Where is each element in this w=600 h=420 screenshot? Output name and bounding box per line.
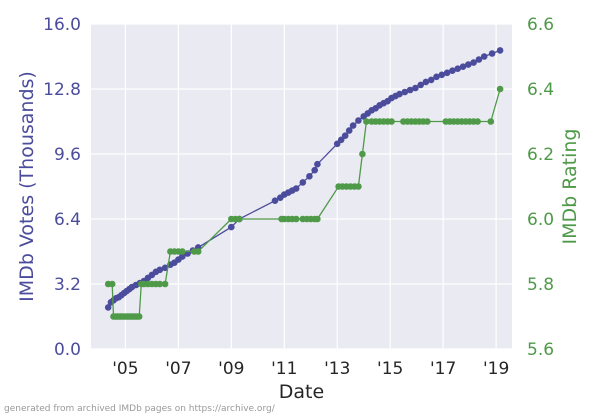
votes-data-point — [228, 223, 235, 231]
y-right-tick-label: 5.6 — [527, 340, 554, 360]
votes-data-point — [496, 47, 504, 54]
x-tick-label: '15 — [377, 359, 403, 379]
votes-data-point — [470, 59, 477, 66]
rating-data-point — [194, 248, 202, 255]
votes-data-point — [412, 84, 419, 92]
votes-data-point — [337, 136, 345, 144]
votes-data-point — [345, 127, 353, 134]
source-credit: generated from archived IMDb pages on ht… — [4, 404, 275, 414]
votes-data-point — [306, 173, 313, 180]
rating-data-point — [292, 215, 300, 223]
votes-data-point — [459, 63, 467, 70]
rating-data-point — [156, 280, 164, 288]
votes-data-point — [422, 78, 430, 86]
x-tick-label: '07 — [165, 359, 191, 379]
votes-data-point — [449, 67, 456, 74]
rating-data-point — [236, 215, 243, 223]
y-right-tick-label: 5.8 — [527, 275, 554, 295]
rating-data-point — [314, 215, 321, 223]
rating-data-point — [161, 280, 169, 288]
votes-data-point — [311, 166, 319, 174]
x-axis-label: Date — [279, 381, 324, 403]
votes-data-point — [314, 160, 321, 168]
rating-data-point — [487, 118, 495, 125]
x-tick-label: '13 — [324, 359, 350, 379]
y-left-tick-label: 16.0 — [43, 15, 81, 35]
votes-data-point — [333, 140, 341, 148]
votes-data-point — [396, 90, 403, 98]
votes-data-point — [299, 179, 307, 186]
x-tick-label: '09 — [218, 359, 244, 379]
rating-data-point — [179, 248, 186, 255]
y-left-tick-label: 0.0 — [54, 340, 81, 360]
votes-data-point — [349, 122, 357, 129]
votes-data-point — [417, 81, 425, 89]
rating-data-point — [474, 118, 481, 125]
x-tick-label: '17 — [430, 359, 456, 379]
votes-data-point — [438, 71, 446, 79]
votes-data-point — [488, 50, 496, 57]
y-right-tick-label: 6.6 — [527, 15, 554, 35]
votes-data-point — [156, 266, 164, 274]
plot-area — [91, 24, 512, 349]
votes-data-point — [292, 185, 300, 192]
rating-data-point — [496, 85, 504, 93]
votes-data-point — [427, 76, 435, 84]
x-tick-label: '05 — [112, 359, 138, 379]
rating-data-point — [424, 118, 431, 125]
y-left-tick-label: 9.6 — [54, 145, 81, 165]
y-axis-right-label: IMDb Rating — [559, 129, 581, 245]
rating-data-point — [135, 313, 143, 320]
series-layer — [104, 47, 504, 320]
rating-data-point — [359, 150, 366, 158]
axis-layer: '05 '07 '09 '11 '13 '15 '17 '19 0.0 3.2 6.4 9.6 12.8… — [43, 15, 554, 379]
y-left-tick-label: 3.2 — [54, 275, 81, 295]
y-right-tick-label: 6.0 — [527, 210, 554, 230]
y-left-tick-label: 6.4 — [54, 210, 81, 230]
votes-data-point — [179, 253, 186, 260]
votes-data-point — [341, 132, 349, 139]
votes-data-point — [401, 88, 409, 96]
votes-data-point — [454, 65, 462, 72]
y-right-tick-label: 6.4 — [527, 80, 554, 100]
rating-data-point — [108, 280, 116, 288]
x-tick-label: '19 — [483, 359, 509, 379]
y-right-tick-label: 6.2 — [527, 145, 554, 165]
votes-data-point — [480, 53, 488, 60]
votes-data-point — [161, 264, 169, 272]
votes-data-point — [433, 73, 440, 81]
y-left-tick-label: 12.8 — [43, 80, 81, 100]
x-tick-label: '11 — [271, 359, 297, 379]
votes-data-point — [406, 86, 414, 94]
votes-data-point — [271, 197, 279, 204]
votes-data-point — [443, 69, 451, 77]
votes-data-point — [104, 304, 112, 311]
rating-data-point — [388, 118, 395, 125]
rating-data-point — [363, 118, 370, 125]
votes-data-point — [465, 61, 472, 68]
votes-data-point — [355, 117, 362, 124]
y-axis-left-label: IMDb Votes (Thousands) — [16, 71, 38, 302]
rating-data-point — [355, 183, 362, 190]
votes-data-point — [475, 56, 483, 63]
